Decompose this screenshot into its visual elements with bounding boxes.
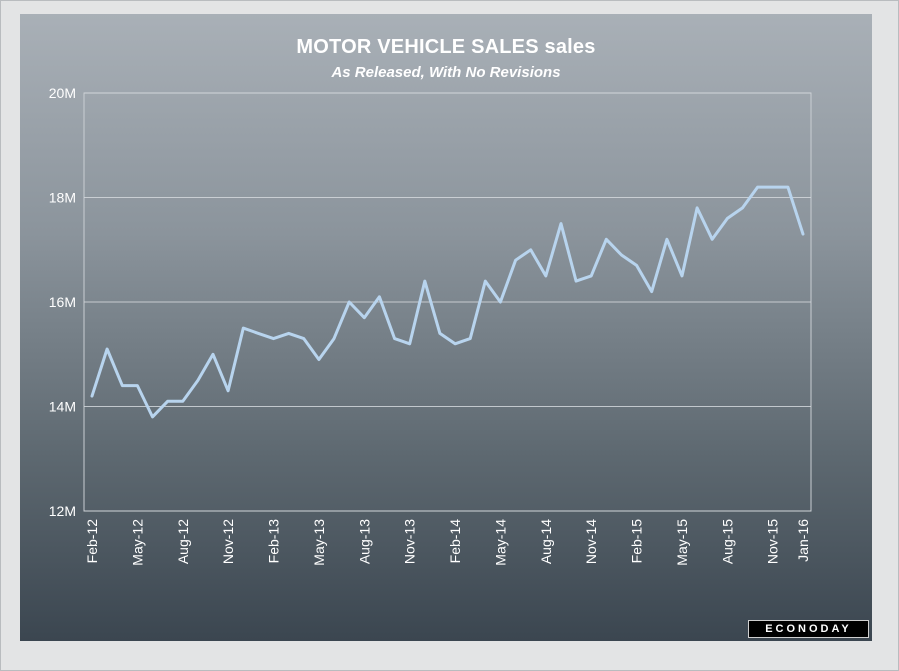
y-tick-label: 14M	[49, 399, 76, 415]
chart-title: MOTOR VEHICLE SALES sales	[296, 36, 596, 58]
x-tick-label: Aug-14	[538, 519, 554, 564]
x-tick-label: Aug-13	[356, 519, 372, 564]
x-tick-label: Feb-15	[629, 519, 645, 564]
x-tick-label: Nov-15	[765, 519, 781, 564]
x-tick-label: Aug-15	[719, 519, 735, 564]
x-tick-label: Feb-14	[447, 519, 463, 564]
x-tick-label: May-13	[311, 519, 327, 566]
x-tick-label: Nov-13	[402, 519, 418, 564]
x-tick-label: May-15	[674, 519, 690, 566]
y-tick-label: 12M	[49, 503, 76, 519]
y-tick-label: 18M	[49, 190, 76, 206]
x-tick-label: Nov-12	[220, 519, 236, 564]
y-tick-label: 16M	[49, 294, 76, 310]
x-tick-label: Feb-13	[266, 519, 282, 564]
x-tick-label: Aug-12	[175, 519, 191, 564]
x-tick-label: Nov-14	[583, 519, 599, 564]
econoday-logo: ECONODAY	[748, 620, 869, 638]
x-tick-label: Jan-16	[795, 519, 811, 562]
x-tick-label: May-12	[129, 519, 145, 566]
x-tick-label: Feb-12	[84, 519, 100, 564]
chart-subtitle: As Released, With No Revisions	[331, 64, 561, 81]
logo-text: ECONODAY	[765, 623, 852, 635]
y-tick-label: 20M	[49, 85, 76, 101]
series-line	[90, 185, 805, 419]
x-tick-label: May-14	[492, 519, 508, 566]
chart-panel	[20, 14, 872, 641]
